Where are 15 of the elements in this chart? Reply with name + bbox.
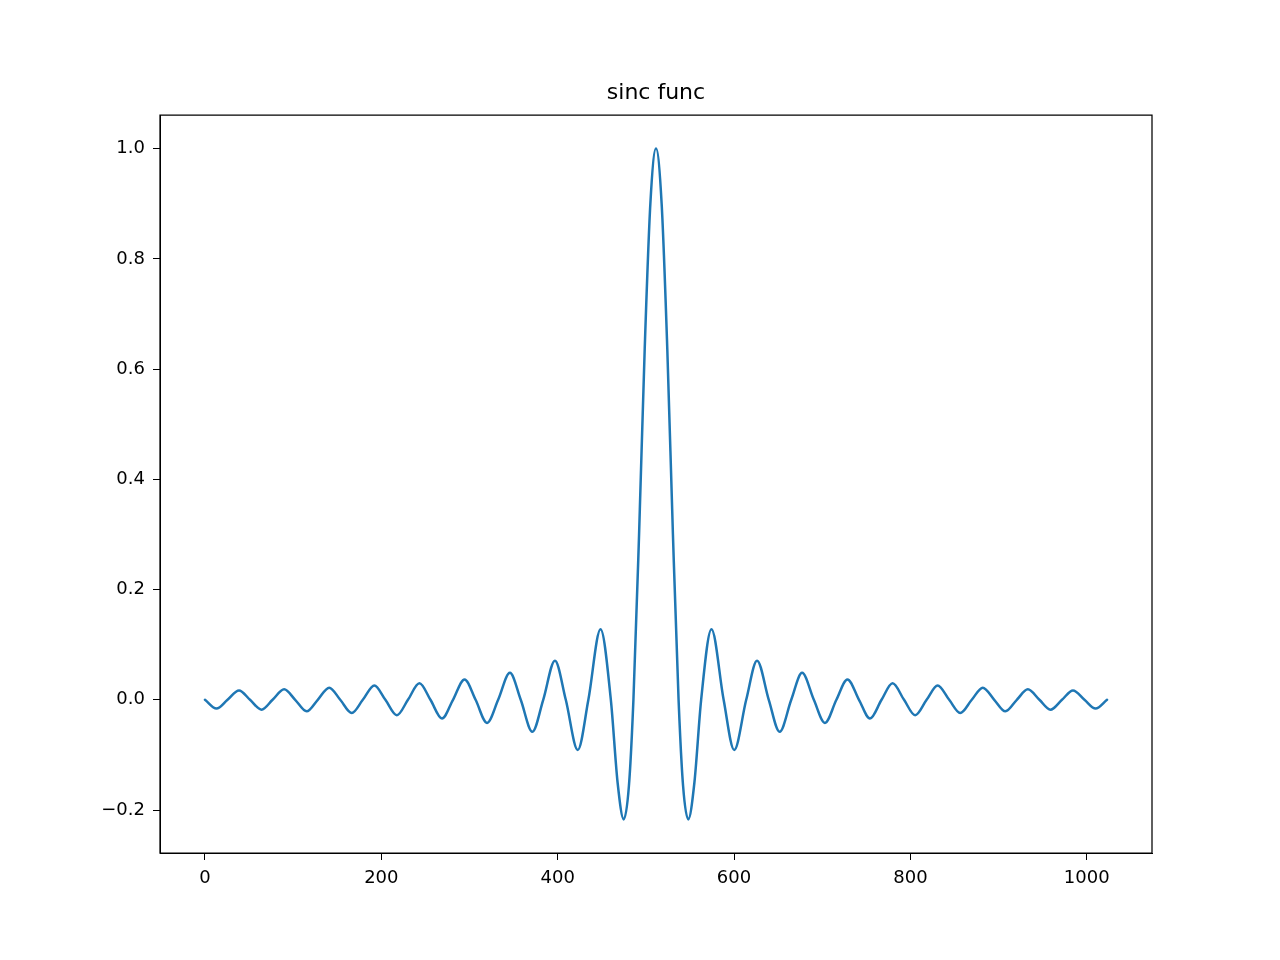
- x-tick-label: 800: [893, 866, 928, 888]
- y-tick-label: 0.2: [116, 577, 145, 599]
- y-tick-label: 0.4: [116, 466, 145, 488]
- y-tick-label: 0.6: [116, 356, 145, 378]
- x-tick-label: 1000: [1063, 866, 1110, 888]
- y-tick-label: 1.0: [116, 136, 145, 158]
- y-tick-label: 0.8: [116, 246, 145, 268]
- x-tick-label: 200: [364, 866, 399, 888]
- chart-title: sinc func: [606, 79, 706, 104]
- x-tick-label: 400: [540, 866, 575, 888]
- x-tick-label: 0: [199, 866, 211, 888]
- x-tick-label: 600: [716, 866, 752, 888]
- y-tick-label: −0.2: [101, 797, 145, 819]
- line-series: [203, 147, 1109, 821]
- y-tick-label: 0.0: [116, 687, 145, 709]
